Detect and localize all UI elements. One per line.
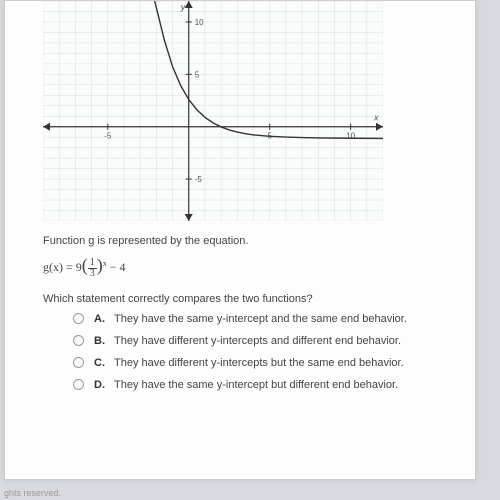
eq-prefix: g(x) = 9 <box>43 260 82 274</box>
svg-text:5: 5 <box>195 70 200 79</box>
radio-icon[interactable] <box>73 313 84 324</box>
graph-panel: -5510-5510yx <box>43 1 383 221</box>
eq-frac-den: 3 <box>88 269 97 279</box>
option-text: They have the same y-intercept but diffe… <box>114 379 398 391</box>
radio-icon[interactable] <box>73 379 84 390</box>
option-text: They have different y-intercepts but the… <box>114 357 404 369</box>
option-text: They have the same y-intercept and the s… <box>114 313 407 325</box>
option-letter: C. <box>94 357 114 369</box>
option-letter: A. <box>94 313 114 325</box>
function-intro: Function g is represented by the equatio… <box>43 235 457 247</box>
option-text: They have different y-intercepts and dif… <box>114 335 401 347</box>
option-a[interactable]: A. They have the same y-intercept and th… <box>73 313 457 325</box>
svg-text:x: x <box>373 113 379 123</box>
svg-text:-5: -5 <box>104 132 112 141</box>
equation: g(x) = 9(13)x − 4 <box>43 255 457 279</box>
radio-icon[interactable] <box>73 357 84 368</box>
option-letter: D. <box>94 379 114 391</box>
svg-text:y: y <box>180 2 186 12</box>
question-prompt: Which statement correctly compares the t… <box>43 293 457 305</box>
option-c[interactable]: C. They have different y-intercepts but … <box>73 357 457 369</box>
svg-text:-5: -5 <box>195 175 203 184</box>
question-card: -5510-5510yx Function g is represented b… <box>4 0 476 480</box>
options-list: A. They have the same y-intercept and th… <box>73 313 457 391</box>
option-d[interactable]: D. They have the same y-intercept but di… <box>73 379 457 391</box>
option-b[interactable]: B. They have different y-intercepts and … <box>73 335 457 347</box>
radio-icon[interactable] <box>73 335 84 346</box>
eq-suffix: − 4 <box>107 260 126 274</box>
footer-text: ghts reserved. <box>4 488 500 498</box>
svg-text:10: 10 <box>346 132 355 141</box>
graph-svg: -5510-5510yx <box>43 1 383 221</box>
option-letter: B. <box>94 335 114 347</box>
svg-text:10: 10 <box>195 18 204 27</box>
